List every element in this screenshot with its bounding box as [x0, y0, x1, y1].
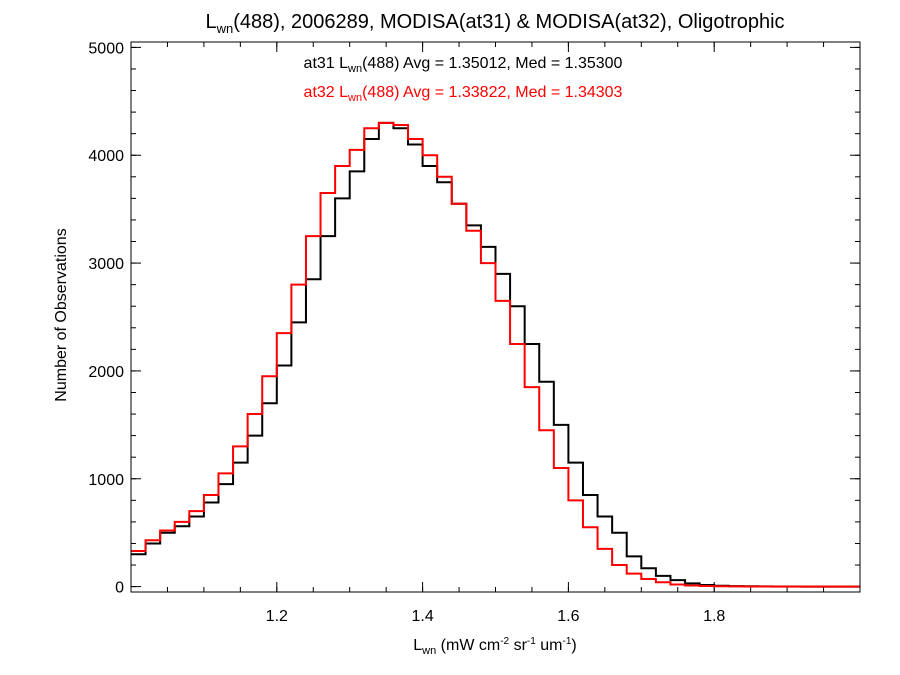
y-tick-label: 1000 [88, 472, 124, 489]
y-tick-label: 5000 [88, 40, 124, 57]
legend-entry-at31: at31 Lwn(488) Avg = 1.35012, Med = 1.353… [304, 55, 623, 75]
y-tick-label: 3000 [88, 256, 124, 273]
legend-entry-at32: at32 Lwn(488) Avg = 1.33822, Med = 1.343… [304, 84, 623, 104]
x-tick-label: 1.4 [411, 608, 433, 625]
y-axis-label: Number of Observations [53, 228, 70, 401]
series-line-at31 [131, 121, 860, 588]
series-line-at32 [131, 121, 860, 588]
x-tick-label: 1.8 [703, 608, 725, 625]
x-axis-label: Lwn (mW cm-2 sr-1 um-1) [413, 636, 576, 657]
axis-ticks: 1.2 1.4 1.6 1.8 0 1000 2000 3000 4000 5000 [88, 40, 861, 625]
x-tick-label: 1.6 [557, 608, 579, 625]
y-tick-label: 2000 [88, 364, 124, 381]
chart-title: Lwn(488), 2006289, MODISA(at31) & MODISA… [205, 11, 784, 36]
y-tick-label: 0 [115, 580, 124, 597]
y-tick-label: 4000 [88, 148, 124, 165]
x-tick-label: 1.2 [266, 608, 288, 625]
series-layer [131, 121, 860, 588]
plot-frame [130, 41, 861, 593]
